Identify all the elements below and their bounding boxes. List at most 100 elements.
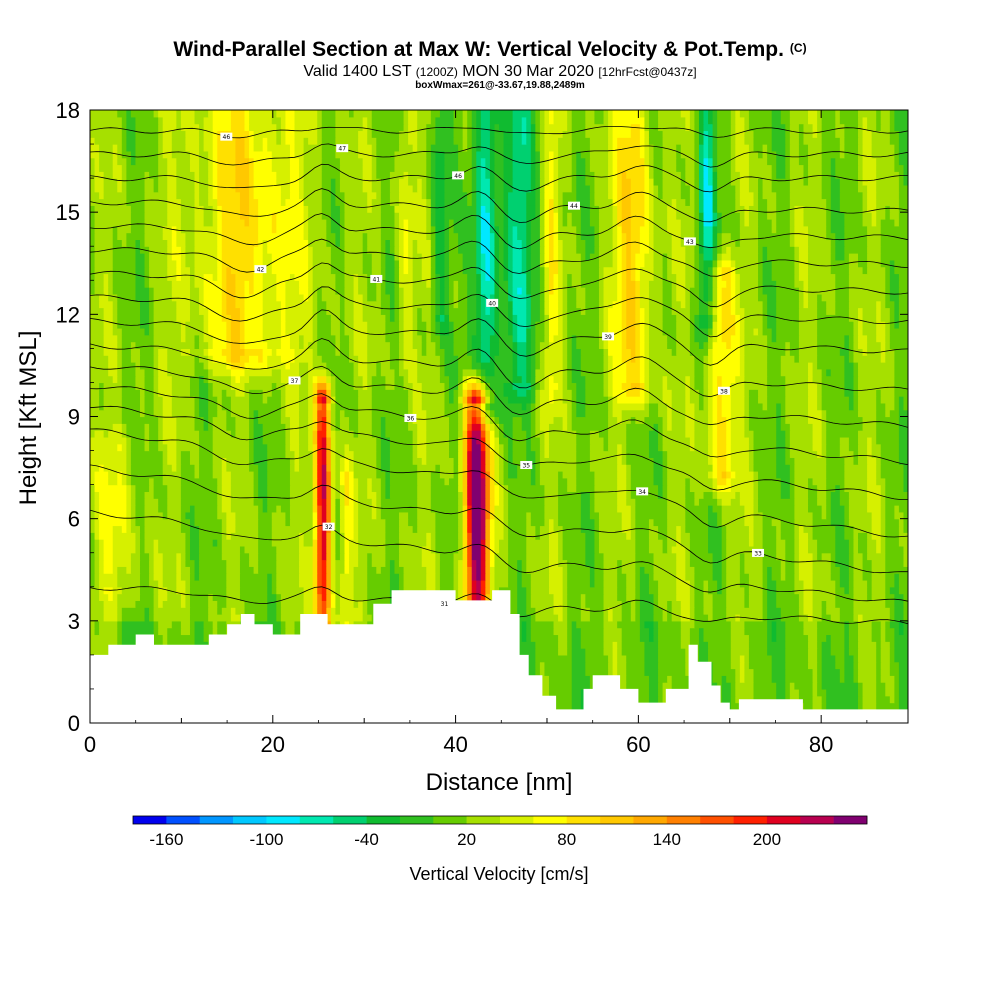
velocity-cell <box>712 389 718 397</box>
velocity-cell <box>367 559 373 567</box>
velocity-cell <box>489 443 496 452</box>
velocity-cell <box>471 341 482 349</box>
velocity-cell <box>462 532 468 540</box>
velocity-cell <box>671 423 686 431</box>
velocity-cell <box>544 518 550 527</box>
velocity-cell <box>262 293 277 302</box>
velocity-cell <box>817 545 836 554</box>
velocity-cell <box>435 293 441 302</box>
velocity-cell <box>262 498 268 506</box>
velocity-cell <box>739 368 745 377</box>
velocity-cell <box>617 457 623 465</box>
velocity-cell <box>139 539 146 547</box>
velocity-cell <box>208 409 218 418</box>
velocity-cell <box>744 362 768 370</box>
velocity-cell <box>685 559 691 567</box>
velocity-cell <box>567 321 600 329</box>
velocity-cell <box>185 545 191 554</box>
velocity-cell <box>167 368 196 377</box>
velocity-cell <box>776 620 786 629</box>
velocity-cell <box>430 505 459 513</box>
velocity-cell <box>353 307 364 315</box>
velocity-cell <box>494 430 500 438</box>
velocity-cell <box>435 518 459 527</box>
velocity-cell <box>126 498 132 506</box>
velocity-cell <box>648 300 664 309</box>
velocity-cell <box>285 396 300 404</box>
velocity-cell <box>767 600 777 608</box>
velocity-cell <box>380 484 386 493</box>
velocity-cell <box>294 627 305 636</box>
velocity-cell <box>171 287 191 295</box>
velocity-cell <box>339 470 346 479</box>
velocity-cell <box>753 484 759 493</box>
velocity-cell <box>826 484 836 493</box>
velocity-cell <box>335 396 359 404</box>
velocity-cell <box>844 457 855 465</box>
velocity-cell <box>826 368 832 377</box>
velocity-cell <box>199 293 205 302</box>
velocity-cell <box>458 430 464 438</box>
velocity-cell <box>417 464 436 472</box>
velocity-cell <box>153 300 177 309</box>
velocity-cell <box>812 518 832 527</box>
velocity-cell <box>876 402 886 411</box>
velocity-cell <box>135 511 146 520</box>
velocity-cell <box>562 389 573 397</box>
velocity-cell <box>262 396 268 404</box>
velocity-cell <box>321 573 327 581</box>
velocity-cell <box>898 688 908 697</box>
velocity-cell <box>667 498 686 506</box>
velocity-cell <box>853 545 859 554</box>
velocity-cell <box>208 593 214 601</box>
velocity-cell <box>639 348 646 356</box>
velocity-cell <box>494 327 500 336</box>
velocity-cell <box>885 511 895 520</box>
velocity-cell <box>635 307 641 315</box>
velocity-cell <box>798 539 809 547</box>
velocity-cell <box>630 518 636 527</box>
velocity-cell <box>339 511 346 520</box>
velocity-cell <box>189 614 209 622</box>
velocity-cell <box>294 620 305 629</box>
velocity-cell <box>467 566 473 574</box>
velocity-cell <box>435 314 441 322</box>
velocity-cell <box>376 511 382 520</box>
velocity-cell <box>403 579 427 588</box>
velocity-cell <box>812 586 836 595</box>
velocity-cell <box>739 559 745 567</box>
velocity-cell <box>848 573 855 581</box>
velocity-cell <box>485 579 491 588</box>
velocity-cell <box>344 511 355 520</box>
velocity-cell <box>780 362 809 370</box>
velocity-cell <box>758 470 777 479</box>
velocity-cell <box>317 436 323 445</box>
velocity-cell <box>512 293 527 302</box>
velocity-cell <box>158 627 168 636</box>
velocity-cell <box>208 314 223 322</box>
velocity-cell <box>144 539 155 547</box>
velocity-cell <box>776 300 800 309</box>
velocity-cell <box>153 614 191 622</box>
velocity-cell <box>676 579 691 588</box>
velocity-cell <box>612 648 618 656</box>
velocity-cell <box>489 409 496 418</box>
velocity-cell <box>90 484 96 493</box>
velocity-cell <box>539 477 559 486</box>
velocity-cell <box>267 498 291 506</box>
velocity-cell <box>289 430 300 438</box>
velocity-cell <box>617 443 623 452</box>
velocity-cell <box>417 314 423 322</box>
velocity-cell <box>839 614 855 622</box>
velocity-cell <box>735 675 741 683</box>
velocity-cell <box>562 375 568 384</box>
velocity-cell <box>576 477 596 486</box>
velocity-cell <box>576 450 591 458</box>
velocity-cell <box>667 375 686 384</box>
velocity-cell <box>889 614 895 622</box>
velocity-cell <box>385 518 400 527</box>
velocity-cell <box>689 307 700 315</box>
velocity-cell <box>335 430 355 438</box>
velocity-cell <box>562 334 568 343</box>
velocity-cell <box>694 355 705 363</box>
